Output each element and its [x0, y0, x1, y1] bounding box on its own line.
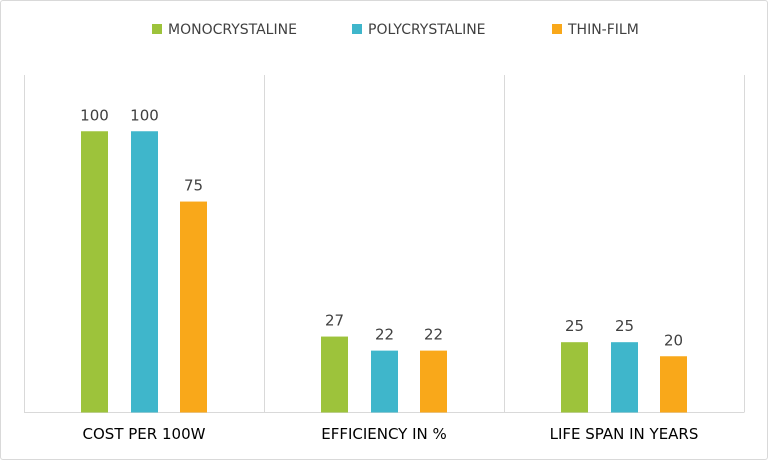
legend-label: THIN-FILM	[567, 22, 639, 38]
category-label: EFFICIENCY IN %	[321, 425, 447, 443]
bar-polycrystaline	[371, 350, 398, 413]
legend-swatch-monocrystaline	[152, 24, 162, 34]
data-label: 100	[80, 106, 109, 124]
data-label: 22	[375, 326, 394, 344]
bar-thin-film	[180, 201, 207, 413]
bar-polycrystaline	[131, 131, 158, 413]
data-label: 25	[615, 317, 634, 335]
category-label: COST PER 100W	[83, 425, 206, 443]
data-label: 20	[664, 331, 683, 349]
legend-swatch-polycrystaline	[352, 24, 362, 34]
bar-thin-film	[660, 356, 687, 413]
data-label: 75	[184, 177, 203, 195]
data-label: 27	[325, 312, 344, 330]
data-label: 25	[565, 317, 584, 335]
legend-swatch-thin-film	[552, 24, 562, 34]
bar-monocrystaline	[561, 342, 588, 413]
bar-polycrystaline	[611, 342, 638, 413]
bar-monocrystaline	[321, 336, 348, 413]
category-label: LIFE SPAN IN YEARS	[550, 425, 699, 443]
legend-label: POLYCRYSTALINE	[368, 22, 486, 38]
legend-label: MONOCRYSTALINE	[168, 22, 297, 38]
data-label: 22	[424, 326, 443, 344]
bar-thin-film	[420, 350, 447, 413]
data-label: 100	[130, 106, 159, 124]
bar-monocrystaline	[81, 131, 108, 413]
